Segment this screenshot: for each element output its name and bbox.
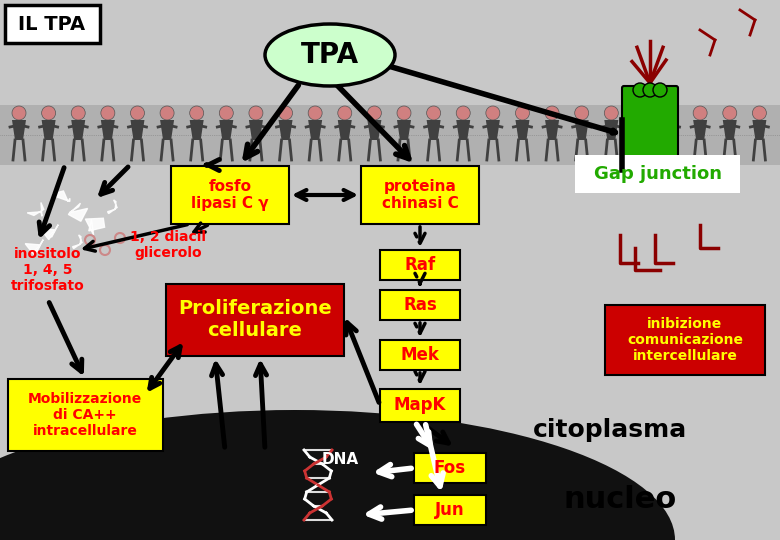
Polygon shape bbox=[190, 120, 204, 140]
Polygon shape bbox=[545, 120, 559, 140]
Polygon shape bbox=[25, 240, 43, 255]
Polygon shape bbox=[278, 120, 292, 140]
Polygon shape bbox=[456, 120, 470, 140]
Text: nucleo: nucleo bbox=[563, 485, 676, 515]
Polygon shape bbox=[575, 120, 589, 140]
Circle shape bbox=[41, 106, 55, 120]
Polygon shape bbox=[753, 120, 767, 140]
Bar bbox=[171, 166, 289, 224]
Circle shape bbox=[723, 106, 737, 120]
Bar bbox=[5, 5, 100, 43]
Text: Mobilizzazione
di CA++
intracellulare: Mobilizzazione di CA++ intracellulare bbox=[28, 392, 142, 438]
Polygon shape bbox=[308, 120, 322, 140]
Polygon shape bbox=[634, 120, 648, 140]
Text: MapK: MapK bbox=[394, 396, 446, 414]
Polygon shape bbox=[53, 191, 70, 201]
Text: TPA: TPA bbox=[301, 41, 359, 69]
Ellipse shape bbox=[265, 24, 395, 86]
Polygon shape bbox=[41, 225, 58, 240]
Circle shape bbox=[71, 106, 85, 120]
Text: Proliferazione
cellulare: Proliferazione cellulare bbox=[178, 300, 332, 341]
Circle shape bbox=[643, 83, 657, 97]
Circle shape bbox=[604, 106, 619, 120]
Text: proteina
chinasi C: proteina chinasi C bbox=[381, 179, 459, 211]
FancyBboxPatch shape bbox=[622, 86, 678, 170]
Polygon shape bbox=[338, 120, 352, 140]
Circle shape bbox=[664, 106, 678, 120]
Circle shape bbox=[397, 106, 411, 120]
Circle shape bbox=[308, 106, 322, 120]
Ellipse shape bbox=[0, 410, 675, 540]
Polygon shape bbox=[693, 120, 707, 140]
Polygon shape bbox=[101, 120, 115, 140]
Polygon shape bbox=[41, 120, 55, 140]
Bar bbox=[380, 340, 460, 370]
Polygon shape bbox=[160, 120, 174, 140]
Polygon shape bbox=[249, 120, 263, 140]
Circle shape bbox=[516, 106, 530, 120]
Text: Ras: Ras bbox=[403, 296, 437, 314]
Polygon shape bbox=[664, 120, 678, 140]
Bar bbox=[166, 284, 344, 356]
Circle shape bbox=[693, 106, 707, 120]
Text: citoplasma: citoplasma bbox=[533, 418, 687, 442]
Circle shape bbox=[101, 106, 115, 120]
Circle shape bbox=[634, 106, 648, 120]
Circle shape bbox=[160, 106, 174, 120]
Circle shape bbox=[219, 106, 233, 120]
Polygon shape bbox=[427, 120, 441, 140]
Circle shape bbox=[367, 106, 381, 120]
Circle shape bbox=[653, 83, 667, 97]
Text: inibizione
comunicazione
intercellulare: inibizione comunicazione intercellulare bbox=[627, 317, 743, 363]
Bar bbox=[380, 388, 460, 422]
Circle shape bbox=[753, 106, 767, 120]
Circle shape bbox=[190, 106, 204, 120]
Polygon shape bbox=[27, 202, 44, 216]
Bar bbox=[8, 379, 162, 451]
Bar bbox=[380, 250, 460, 280]
Bar bbox=[361, 166, 479, 224]
Polygon shape bbox=[85, 218, 105, 235]
Circle shape bbox=[575, 106, 589, 120]
Polygon shape bbox=[723, 120, 737, 140]
Text: fosfo
lipasi C γ: fosfo lipasi C γ bbox=[191, 179, 269, 211]
Polygon shape bbox=[486, 120, 500, 140]
Circle shape bbox=[633, 83, 647, 97]
Circle shape bbox=[12, 106, 26, 120]
Circle shape bbox=[338, 106, 352, 120]
Text: DNA: DNA bbox=[321, 453, 359, 468]
Circle shape bbox=[456, 106, 470, 120]
Text: Fos: Fos bbox=[434, 459, 466, 477]
Bar bbox=[0, 105, 780, 165]
Circle shape bbox=[249, 106, 263, 120]
Circle shape bbox=[486, 106, 500, 120]
Polygon shape bbox=[219, 120, 233, 140]
Polygon shape bbox=[397, 120, 411, 140]
Bar bbox=[414, 495, 486, 525]
Circle shape bbox=[545, 106, 559, 120]
Polygon shape bbox=[12, 120, 26, 140]
Text: Mek: Mek bbox=[401, 346, 439, 364]
Circle shape bbox=[278, 106, 292, 120]
Polygon shape bbox=[73, 235, 82, 248]
Polygon shape bbox=[71, 120, 85, 140]
Polygon shape bbox=[367, 120, 381, 140]
Text: inositolo
1, 4, 5
trifosfato: inositolo 1, 4, 5 trifosfato bbox=[11, 247, 85, 293]
Text: Jun: Jun bbox=[435, 501, 465, 519]
Polygon shape bbox=[604, 120, 619, 140]
Bar bbox=[575, 155, 740, 193]
Bar bbox=[380, 290, 460, 320]
Polygon shape bbox=[516, 120, 530, 140]
Circle shape bbox=[130, 106, 144, 120]
Polygon shape bbox=[130, 120, 144, 140]
Polygon shape bbox=[69, 203, 87, 221]
Text: 1, 2 diacil
glicerolo: 1, 2 diacil glicerolo bbox=[130, 230, 206, 260]
Bar bbox=[605, 305, 765, 375]
Polygon shape bbox=[108, 200, 117, 214]
Text: IL TPA: IL TPA bbox=[19, 15, 86, 33]
Bar bbox=[414, 453, 486, 483]
Circle shape bbox=[427, 106, 441, 120]
Text: Raf: Raf bbox=[405, 256, 435, 274]
Text: Gap junction: Gap junction bbox=[594, 165, 722, 183]
